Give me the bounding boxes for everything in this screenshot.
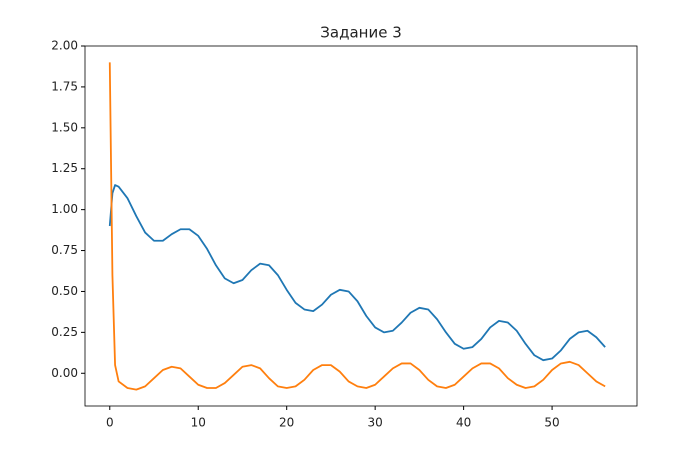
y-tick-label: 0.50 xyxy=(51,284,78,298)
x-tick-label: 10 xyxy=(191,416,206,430)
y-tick-label: 1.00 xyxy=(51,202,78,216)
plot-frame xyxy=(84,45,638,407)
y-tick-label: 1.75 xyxy=(51,79,78,93)
y-tick-label: 0.00 xyxy=(51,366,78,380)
chart-title: Задание 3 xyxy=(320,24,401,42)
x-tick-label: 50 xyxy=(544,416,559,430)
line-series xyxy=(108,62,606,391)
x-tick-label: 20 xyxy=(279,416,294,430)
y-tick-label: 0.75 xyxy=(51,243,78,257)
y-tick-label: 0.25 xyxy=(51,325,78,339)
y-tick-label: 1.50 xyxy=(51,120,78,134)
x-tick-label: 30 xyxy=(368,416,383,430)
y-tick-label: 1.25 xyxy=(51,161,78,175)
x-tick-label: 0 xyxy=(106,416,114,430)
x-tick-label: 40 xyxy=(456,416,471,430)
y-tick-label: 2.00 xyxy=(51,39,78,53)
line-series xyxy=(108,184,606,362)
